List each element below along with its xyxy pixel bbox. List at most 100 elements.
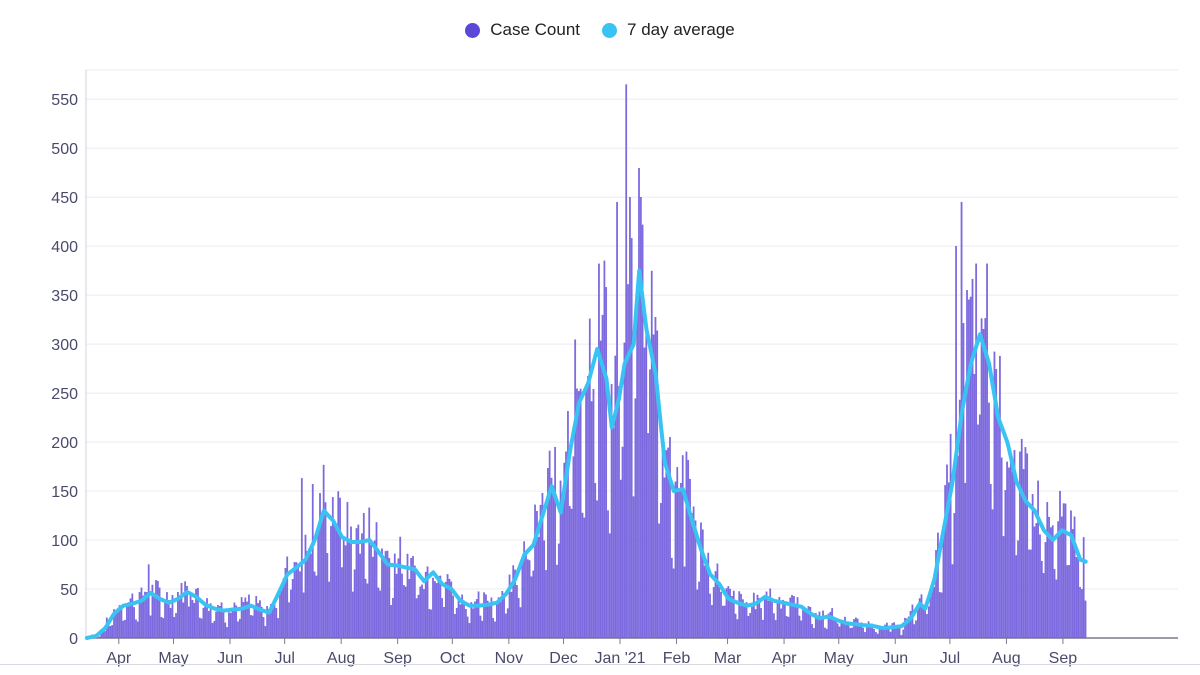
case-count-bar[interactable] <box>745 602 748 639</box>
case-count-bar[interactable] <box>324 502 327 639</box>
case-count-bar[interactable] <box>475 599 478 639</box>
case-count-bar[interactable] <box>149 615 152 639</box>
case-count-bar[interactable] <box>151 584 154 639</box>
case-count-bar[interactable] <box>235 605 238 639</box>
case-count-bar[interactable] <box>603 260 606 639</box>
case-count-bar[interactable] <box>302 592 305 639</box>
case-count-bar[interactable] <box>424 571 427 639</box>
case-count-bar[interactable] <box>286 556 289 639</box>
case-count-bar[interactable] <box>734 613 737 639</box>
case-count-bar[interactable] <box>916 608 919 639</box>
case-count-bar[interactable] <box>457 598 460 639</box>
case-count-bar[interactable] <box>293 562 296 639</box>
case-count-bar[interactable] <box>337 491 340 639</box>
case-count-bar[interactable] <box>924 608 926 639</box>
case-count-bar[interactable] <box>526 559 529 639</box>
case-count-bar[interactable] <box>171 595 174 639</box>
case-count-bar[interactable] <box>875 632 877 639</box>
case-count-bar[interactable] <box>1060 516 1063 639</box>
case-count-bar[interactable] <box>661 450 664 639</box>
case-count-bar[interactable] <box>709 593 711 639</box>
case-count-bar[interactable] <box>432 577 434 639</box>
case-count-bar[interactable] <box>767 600 770 639</box>
case-count-bar[interactable] <box>718 585 721 639</box>
case-count-bar[interactable] <box>454 613 456 639</box>
case-count-bar[interactable] <box>672 568 675 639</box>
case-count-bar[interactable] <box>1020 438 1023 639</box>
case-count-bar[interactable] <box>789 597 792 639</box>
case-count-bar[interactable] <box>552 485 555 639</box>
case-count-bar[interactable] <box>495 602 498 639</box>
case-count-bar[interactable] <box>164 602 166 639</box>
case-count-bar[interactable] <box>537 536 540 639</box>
case-count-bar[interactable] <box>975 263 978 639</box>
case-count-bar[interactable] <box>1046 502 1049 639</box>
case-count-bar[interactable] <box>419 586 422 639</box>
case-count-bar[interactable] <box>778 597 781 639</box>
case-count-bar[interactable] <box>111 625 114 639</box>
case-count-bar[interactable] <box>820 619 823 639</box>
case-count-bar[interactable] <box>1051 525 1054 639</box>
case-count-bar[interactable] <box>1050 527 1052 639</box>
case-count-bar[interactable] <box>237 621 239 639</box>
case-count-bar[interactable] <box>408 578 411 639</box>
case-count-bar[interactable] <box>169 607 172 639</box>
case-count-bar[interactable] <box>601 314 604 639</box>
case-count-bar[interactable] <box>813 628 815 639</box>
case-count-bar[interactable] <box>656 330 659 639</box>
case-count-bar[interactable] <box>175 613 177 639</box>
case-count-bar[interactable] <box>862 627 865 639</box>
case-count-bar[interactable] <box>999 355 1001 639</box>
case-count-bar[interactable] <box>720 591 722 639</box>
case-count-bar[interactable] <box>211 622 214 639</box>
case-count-bar[interactable] <box>568 506 571 639</box>
case-count-bar[interactable] <box>455 608 458 639</box>
case-count-bar[interactable] <box>1062 503 1065 639</box>
case-count-bar[interactable] <box>251 615 254 639</box>
case-count-bar[interactable] <box>492 618 495 639</box>
case-count-bar[interactable] <box>510 591 513 639</box>
case-count-bar[interactable] <box>180 582 183 639</box>
case-count-bar[interactable] <box>1053 569 1056 639</box>
case-count-bar[interactable] <box>319 493 321 639</box>
case-count-bar[interactable] <box>483 592 485 639</box>
case-count-bar[interactable] <box>694 520 697 639</box>
case-count-bar[interactable] <box>1044 542 1047 639</box>
case-count-bar[interactable] <box>346 502 349 639</box>
case-count-bar[interactable] <box>1017 540 1019 639</box>
case-count-bar[interactable] <box>275 608 278 639</box>
case-count-bar[interactable] <box>964 482 967 639</box>
case-count-bar[interactable] <box>638 168 640 639</box>
case-count-bar[interactable] <box>1075 557 1078 639</box>
case-count-bar[interactable] <box>685 451 688 639</box>
case-count-bar[interactable] <box>647 433 649 639</box>
case-count-bar[interactable] <box>630 238 633 639</box>
case-count-bar[interactable] <box>1028 549 1030 639</box>
case-count-bar[interactable] <box>142 595 145 639</box>
case-count-bar[interactable] <box>692 506 695 639</box>
case-count-bar[interactable] <box>581 512 584 639</box>
case-count-bar[interactable] <box>295 562 298 639</box>
case-count-bar[interactable] <box>980 318 983 639</box>
case-count-bar[interactable] <box>918 598 921 639</box>
case-count-bar[interactable] <box>951 564 954 639</box>
case-count-bar[interactable] <box>393 553 396 639</box>
case-count-bar[interactable] <box>725 588 728 639</box>
case-count-bar[interactable] <box>822 610 824 639</box>
case-count-bar[interactable] <box>700 522 702 639</box>
case-count-bar[interactable] <box>913 624 916 639</box>
case-count-bar[interactable] <box>579 388 582 639</box>
case-count-bar[interactable] <box>596 500 598 639</box>
case-count-bar[interactable] <box>246 601 248 639</box>
case-count-bar[interactable] <box>681 455 684 639</box>
case-count-bar[interactable] <box>264 626 267 639</box>
case-count-bar[interactable] <box>915 620 917 639</box>
case-count-bar[interactable] <box>525 553 527 639</box>
case-count-bar[interactable] <box>658 523 660 639</box>
case-count-bar[interactable] <box>129 598 132 639</box>
case-count-bar[interactable] <box>1071 529 1074 639</box>
case-count-bar[interactable] <box>306 551 309 639</box>
case-count-bar[interactable] <box>426 566 429 639</box>
case-count-bar[interactable] <box>629 197 631 639</box>
case-count-bar[interactable] <box>1000 457 1003 639</box>
